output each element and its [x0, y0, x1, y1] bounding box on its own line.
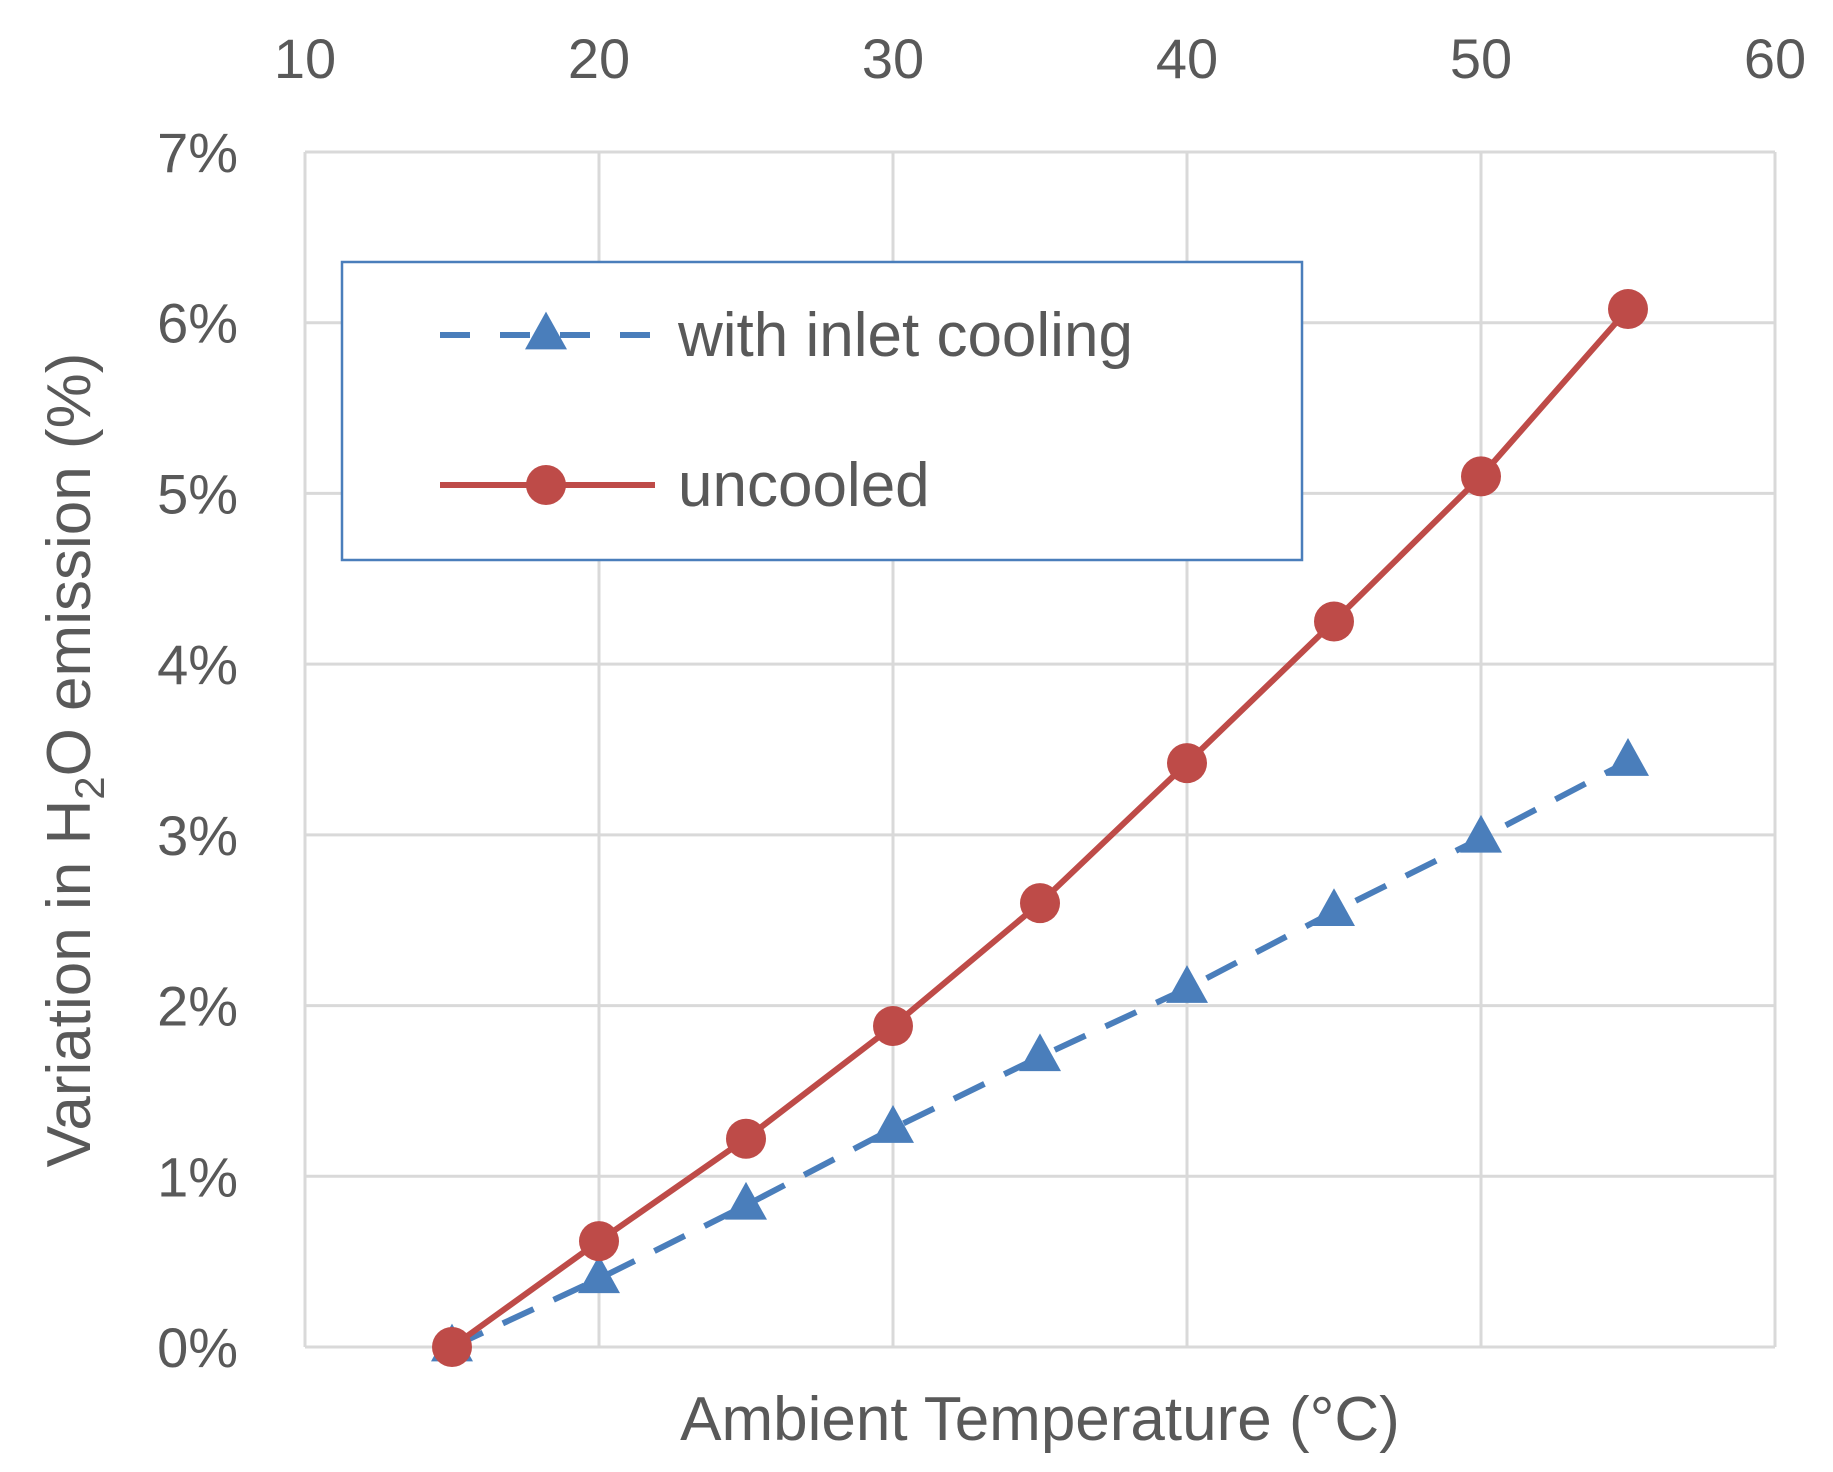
- data-point: [1608, 289, 1648, 330]
- legend-item-1: uncooled: [440, 451, 930, 520]
- data-point: [1313, 888, 1355, 927]
- data-point: [1607, 738, 1649, 776]
- x-axis-title: Ambient Temperature (°C): [680, 1385, 1400, 1454]
- data-point: [1461, 456, 1501, 497]
- data-point: [579, 1221, 619, 1262]
- series-line: [450, 758, 1630, 1350]
- legend: with inlet cooling uncooled: [340, 260, 1304, 562]
- x-tick-label: 40: [1156, 27, 1218, 90]
- legend-label: uncooled: [678, 451, 930, 520]
- data-point: [578, 1255, 620, 1294]
- y-tick-label: 4%: [157, 633, 238, 696]
- x-tick-label: 30: [862, 27, 924, 90]
- y-tick-label: 0%: [157, 1316, 238, 1379]
- data-point: [726, 1118, 766, 1159]
- legend-marker: [526, 465, 566, 505]
- series-0: [431, 738, 1649, 1362]
- y-tick-label: 3%: [157, 804, 238, 867]
- x-tick-label: 10: [274, 27, 336, 90]
- legend-marker: [525, 311, 567, 350]
- y-tick-label: 5%: [157, 462, 238, 525]
- data-point: [872, 1105, 914, 1143]
- data-point: [432, 1327, 472, 1367]
- data-point: [1460, 814, 1502, 853]
- data-point: [1166, 965, 1208, 1003]
- data-point: [1019, 1033, 1061, 1072]
- y-tick-label: 6%: [157, 292, 238, 355]
- y-axis-title: Variation in H2O emission (%): [35, 353, 113, 1168]
- data-point: [725, 1181, 767, 1220]
- x-tick-labels: 10 20 30 40 50 60: [274, 27, 1806, 90]
- y-tick-labels: 0% 1% 2% 3% 4% 5% 6% 7%: [157, 121, 238, 1379]
- legend-item-0: with inlet cooling: [440, 301, 1133, 370]
- data-point: [873, 1006, 913, 1047]
- y-axis-title-suffix: O emission (%): [35, 353, 104, 777]
- x-tick-label: 20: [568, 27, 630, 90]
- y-axis-title-subscript: 2: [66, 776, 113, 799]
- legend-items: with inlet cooling uncooled: [440, 301, 1133, 520]
- y-tick-label: 1%: [157, 1145, 238, 1208]
- series-1: [432, 289, 1648, 1367]
- legend-box: [340, 260, 1304, 562]
- y-axis-title-prefix: Variation in H: [35, 800, 104, 1168]
- legend-label: with inlet cooling: [677, 301, 1133, 370]
- data-point: [1167, 743, 1207, 784]
- y-tick-label: 2%: [157, 975, 238, 1038]
- y-tick-label: 7%: [157, 121, 238, 184]
- x-tick-label: 60: [1744, 27, 1806, 90]
- series-layer: [431, 289, 1649, 1367]
- x-tick-label: 50: [1450, 27, 1512, 90]
- data-point: [1314, 601, 1354, 642]
- data-point: [1020, 883, 1060, 924]
